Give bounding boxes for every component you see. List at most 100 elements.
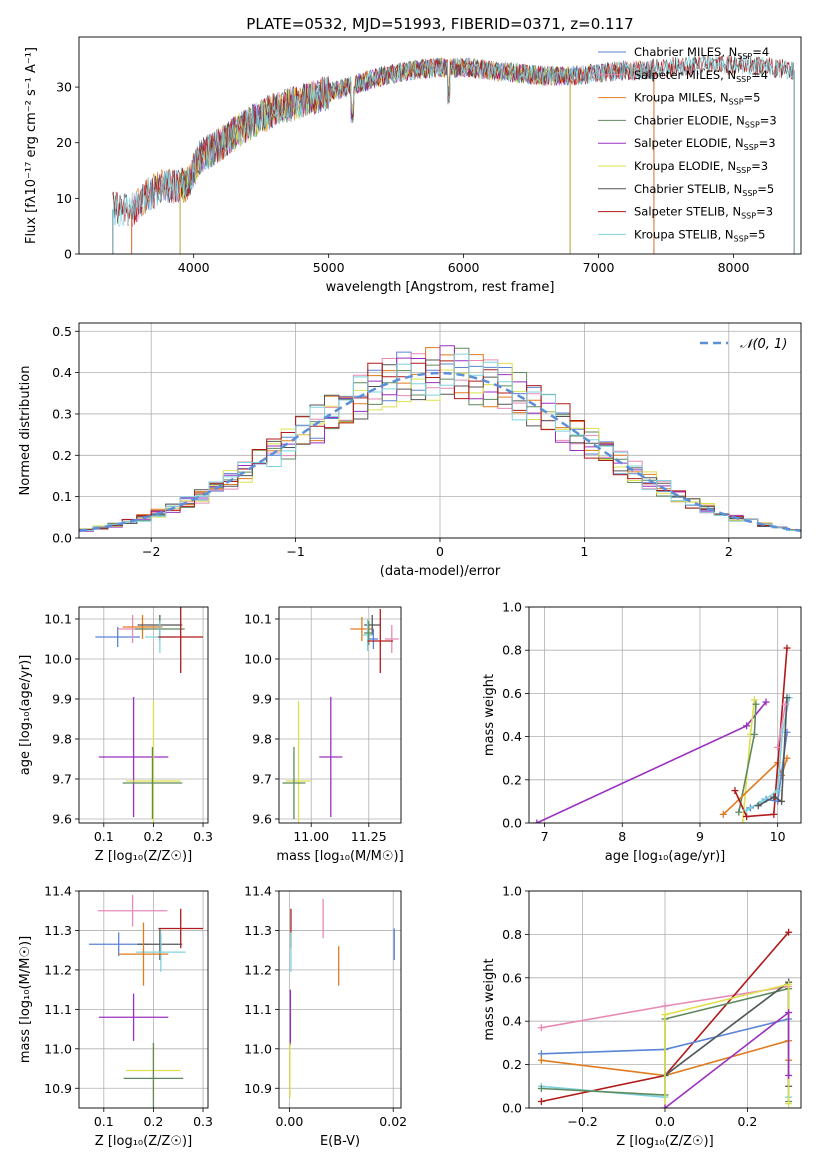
x-axis-label: mass [log₁₀(M/M☉)] <box>276 849 403 864</box>
y-tick-label: 20 <box>56 135 72 150</box>
legend-subscript: SSP <box>737 52 752 61</box>
mass-vs-Z-panel: 0.1 0.2 0.3 10.9 11.0 11.1 11.2 11.3 11.4 Z [log₁… <box>18 884 213 1150</box>
weight-series-line <box>738 704 757 813</box>
errorbars <box>282 609 399 823</box>
y-tick-label: 9.9 <box>252 692 272 707</box>
legend-eq: =5 <box>757 182 774 196</box>
y-tick-label: 11.3 <box>244 923 272 938</box>
weight-series-line <box>757 697 788 807</box>
y-tick-label: 10.0 <box>244 652 272 667</box>
y-axis-label: mass [log₁₀(M/M☉)] <box>18 936 33 1063</box>
y-tick-label: 9.8 <box>52 732 72 747</box>
histograms <box>79 345 801 533</box>
y-tick-label: 0 <box>64 247 72 262</box>
axes-frame <box>278 890 402 1109</box>
y-tick-label: 0.4 <box>502 729 522 744</box>
legend-eq: =5 <box>749 227 766 241</box>
weight-vs-Z-panel: −0.2 0.0 0.2 0.0 0.2 0.4 0.6 0.8 1.0 Z [log₁₀(Z/Z… <box>482 884 802 1149</box>
x-axis-label: wavelength [Angstrom, rest frame] <box>326 280 555 295</box>
y-tick-label: 0.5 <box>52 324 72 339</box>
x-axis-label: Z [log₁₀(Z/Z☉)] <box>95 849 192 864</box>
x-tick-label: 8000 <box>718 260 750 275</box>
legend-subscript: SSP <box>745 120 760 129</box>
y-tick-label: 11.1 <box>44 1002 72 1017</box>
axes-frame <box>78 890 209 1109</box>
axes-frame <box>78 36 802 255</box>
axes-frame <box>78 606 209 824</box>
y-tick-label: 0.6 <box>502 970 522 985</box>
legend-subscript: SSP <box>742 189 757 198</box>
x-tick-label: 0.2 <box>143 1114 163 1129</box>
weight-series-line <box>664 1010 790 1108</box>
x-tick-label: 7000 <box>583 260 615 275</box>
residuals-panel: −2 −1 0 1 2 0.0 0.1 0.2 0.3 0.4 0.5 (data-model)/er… <box>18 322 802 579</box>
legend-subscript: SSP <box>744 143 759 152</box>
y-tick-label: 9.7 <box>252 772 272 787</box>
x-tick-label: 0.00 <box>275 1114 303 1129</box>
x-tick-label: 9 <box>696 829 704 844</box>
legend-eq: =4 <box>752 45 769 59</box>
x-tick-label: 6000 <box>448 260 480 275</box>
y-tick-label: 0.0 <box>52 531 72 546</box>
legend-subscript: SSP <box>736 75 751 84</box>
weight-series-line <box>776 704 787 748</box>
age-vs-Z-panel: 0.1 0.2 0.3 9.6 9.7 9.8 9.9 10.0 10.1 Z [log₁₀(Z/… <box>18 606 213 864</box>
y-tick-label: 0.1 <box>52 489 72 504</box>
legend-eq: =3 <box>756 205 773 219</box>
y-tick-label: 11.4 <box>44 884 72 899</box>
y-tick-label: 0.8 <box>502 927 522 942</box>
x-axis-label: age [log₁₀(age/yr)] <box>605 849 726 864</box>
legend-subscript: SSP <box>729 98 744 107</box>
y-tick-label: 9.9 <box>52 692 72 707</box>
x-tick-label: −0.2 <box>567 1114 597 1129</box>
x-axis-label: Z [log₁₀(Z/Z☉)] <box>95 1134 192 1149</box>
errorbars <box>289 898 395 1099</box>
x-tick-label: 11.25 <box>351 829 387 844</box>
y-tick-label: 0.3 <box>52 406 72 421</box>
x-tick-label: −2 <box>142 544 160 559</box>
y-tick-label: 11.0 <box>44 1041 72 1056</box>
x-tick-label: −1 <box>286 544 304 559</box>
y-tick-label: 0.0 <box>502 1101 522 1116</box>
spectrum-panel: 4000 5000 6000 7000 8000 0 10 20 30 wavelength [A… <box>24 36 802 295</box>
legend-entry: Kroupa STELIB, NSSP=5 <box>634 227 765 243</box>
y-tick-label: 11.0 <box>244 1041 272 1056</box>
y-tick-label: 11.2 <box>244 962 272 977</box>
y-axis-label: Normed distribution <box>18 366 33 496</box>
x-tick-label: 4000 <box>178 260 210 275</box>
x-tick-label: 0.02 <box>379 1114 407 1129</box>
legend-entry: Chabrier ELODIE, NSSP=3 <box>634 113 777 129</box>
y-tick-label: 0.6 <box>502 686 522 701</box>
weight-lines <box>533 644 793 823</box>
weight-vs-age-panel: 7 8 9 10 0.0 0.2 0.4 0.6 0.8 1.0 age [log₁₀(age/yr… <box>482 600 802 864</box>
y-tick-label: 10.1 <box>44 612 72 627</box>
x-tick-label: 0.1 <box>94 829 114 844</box>
legend-entry: Kroupa MILES, NSSP=5 <box>634 91 760 107</box>
y-tick-label: 9.6 <box>252 812 272 827</box>
y-tick-label: 10.9 <box>44 1081 72 1096</box>
axes-frame <box>528 890 802 1109</box>
legend-entry: Chabrier STELIB, NSSP=5 <box>634 182 774 198</box>
y-tick-label: 10.1 <box>244 612 272 627</box>
x-tick-label: 11.00 <box>293 829 329 844</box>
legend-eq: =3 <box>760 113 777 127</box>
y-tick-label: 1.0 <box>502 600 522 615</box>
y-tick-label: 0.8 <box>502 643 522 658</box>
legend-eq: =4 <box>751 68 768 82</box>
y-tick-label: 10.9 <box>244 1081 272 1096</box>
legend-eq: =5 <box>744 91 761 105</box>
errorbars <box>95 607 204 823</box>
axes-frame <box>278 606 402 824</box>
histogram-series <box>79 353 801 533</box>
legend-entry: Chabrier MILES, NSSP=4 <box>634 45 769 61</box>
x-tick-label: 0.3 <box>193 1114 213 1129</box>
x-tick-label: 0.0 <box>655 1114 675 1129</box>
errorbars <box>88 894 204 1108</box>
legend-entry: Salpeter MILES, NSSP=4 <box>634 68 768 84</box>
y-tick-label: 1.0 <box>502 884 522 899</box>
spectrum-legend: Chabrier MILES, NSSP=4 Salpeter MILES, NS… <box>598 45 777 243</box>
y-axis-label: mass weight <box>482 674 497 756</box>
age-vs-mass-panel: 11.00 11.25 9.6 9.7 9.8 9.9 10.0 10.1 mass [log₁… <box>244 606 404 864</box>
y-axis-label: Flux [fλ10⁻¹⁷ erg cm⁻² s⁻¹ A⁻¹] <box>24 47 39 244</box>
